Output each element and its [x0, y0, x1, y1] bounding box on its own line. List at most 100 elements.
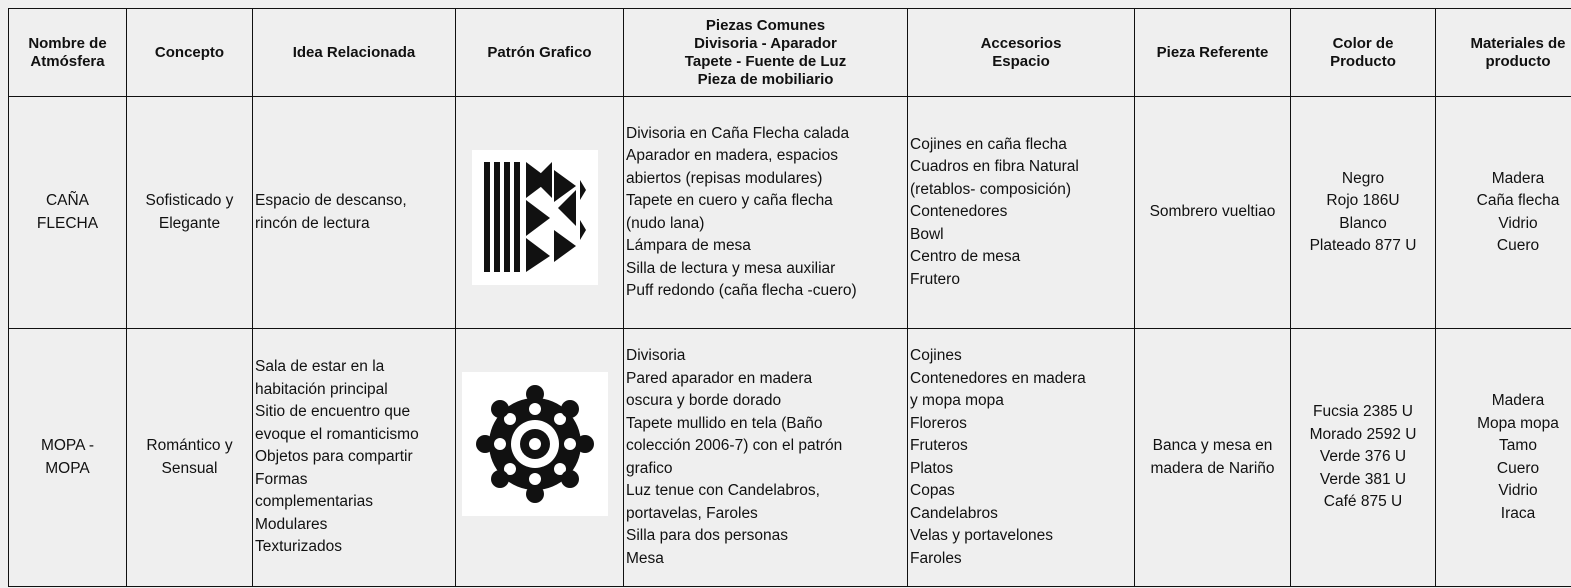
cell-text: Verde 381 U [1319, 470, 1407, 488]
table-cell: Madera Caña flecha Vidrio Cuero [1435, 96, 1571, 329]
cell-text: colección 2006-7) con el patrón [626, 437, 843, 454]
cell-text: Romántico y [146, 437, 233, 454]
table-cell: Patrón Grafico [455, 8, 624, 97]
table-cell: Sala de estar en la habitación principal S… [252, 328, 456, 587]
cell-text: Cojines [910, 347, 962, 364]
cell-text: Lámpara de mesa [626, 237, 751, 254]
cell-text: Bowl [910, 225, 944, 243]
table-cell: Idea Relacionada [252, 8, 456, 97]
cell-text: Objetos para compartir [255, 448, 413, 466]
cell-text: Vidrio [1498, 214, 1538, 232]
table-cell: Divisoria en Caña Flecha calada Aparador … [623, 96, 908, 329]
cell-text: Sensual [161, 459, 218, 477]
cell-text: Faroles [910, 549, 962, 567]
table-cell: Accesorios Espacio [907, 8, 1135, 97]
cell-text: Frutero [910, 270, 960, 288]
table-cell: Divisoria Pared aparador en madera oscura … [623, 328, 908, 587]
cell-text: Cuero [1496, 459, 1540, 477]
cell-text: Contenedores en madera [910, 369, 1086, 387]
cell-text: Aparador en madera, espacios [626, 147, 838, 164]
table-cell: Sombrero vueltiao [1134, 96, 1291, 329]
cell-text: abiertos (repisas modulares) [626, 169, 823, 187]
cell-text: Verde 376 U [1319, 448, 1407, 466]
cell-text: Caña flecha [1476, 192, 1560, 209]
cell-text: Texturizados [255, 538, 343, 556]
table-cell: Espacio de descanso, rincón de lectura [252, 96, 456, 329]
cell-text: Sombrero vueltiao [1149, 203, 1276, 221]
cell-text: Copas [910, 482, 955, 499]
cell-text: MOPA - [40, 437, 95, 454]
cell-text: producto [1485, 52, 1551, 70]
cell-text: Espacio de descanso, [255, 192, 407, 209]
table-cell: Piezas Comunes Divisoria - Aparador Tapete… [623, 8, 908, 97]
cell-text: Cuero [1496, 237, 1540, 254]
cell-text: Tamo [1499, 437, 1537, 454]
cell-text: Tapete en cuero y caña flecha [626, 192, 833, 209]
cell-text: Madera [1491, 392, 1545, 409]
cell-text: Cuadros en fibra Natural [910, 158, 1079, 176]
cell-text: Atmósfera [30, 52, 105, 70]
cell-text: Pieza de mobiliario [697, 70, 834, 88]
table-cell: Pieza Referente [1134, 8, 1291, 97]
cell-text: Materiales de [1470, 34, 1566, 52]
cell-text: Fruteros [910, 437, 968, 454]
table-cell: Negro Rojo 186U Blanco Plateado 877 U [1290, 96, 1436, 329]
pattern-mopa-mopa [462, 372, 608, 516]
cell-text: Divisoria - Aparador [694, 34, 837, 52]
table-cell: CAÑA FLECHA [8, 96, 127, 329]
cell-text: CAÑA [45, 192, 90, 209]
cell-text: Sala de estar en la [255, 358, 385, 376]
table-cell: Cojines Contenedores en madera y mopa mopa… [907, 328, 1135, 587]
cell-text: Modulares [255, 515, 328, 533]
cell-text: grafico [626, 459, 673, 477]
cell-text: habitación principal [255, 380, 388, 398]
cell-text: Morado 2592 U [1309, 425, 1417, 443]
cell-text: (nudo lana) [626, 214, 705, 232]
table-cell: Cojines en caña flecha Cuadros en fibra N… [907, 96, 1135, 329]
cell-text: Tapete - Fuente de Luz [684, 52, 847, 70]
cell-text: madera de Nariño [1150, 459, 1275, 477]
cell-text: Idea Relacionada [292, 43, 416, 61]
cell-text: Formas [255, 470, 308, 488]
cell-text: rincón de lectura [255, 214, 370, 232]
cell-text: Elegante [158, 214, 221, 232]
cell-text: Divisoria en Caña Flecha calada [626, 124, 850, 142]
cell-text: Mopa mopa [1477, 414, 1559, 432]
cell-text: Pared aparador en madera [626, 369, 813, 387]
table-cell: Nombre de Atmósfera [8, 8, 127, 97]
cell-text: Blanco [1339, 214, 1387, 232]
pattern-cana-flecha [472, 150, 598, 285]
cell-text: Tapete mullido en tela (Baño [626, 414, 823, 432]
cell-text: y mopa mopa [910, 392, 1004, 409]
cell-text: Sitio de encuentro que [255, 403, 411, 421]
cell-text: Fucsia 2385 U [1313, 403, 1413, 421]
cell-text: Piezas Comunes [705, 16, 826, 34]
cell-text: Color de [1332, 34, 1394, 52]
cell-text: Iraca [1500, 504, 1536, 522]
cell-text: Mesa [626, 549, 664, 567]
cell-text: Contenedores [910, 203, 1008, 221]
cell-text: evoque el romanticismo [255, 425, 419, 443]
cell-text: Pieza Referente [1156, 43, 1269, 61]
cell-text: Platos [910, 459, 954, 477]
cell-text: Producto [1330, 52, 1396, 70]
cell-text: Vidrio [1498, 482, 1538, 499]
table-cell: MOPA - MOPA [8, 328, 127, 587]
cell-text: Floreros [910, 414, 967, 432]
cell-text: Divisoria [626, 347, 686, 364]
cell-text: portavelas, Faroles [626, 504, 758, 522]
cell-text: Madera [1491, 169, 1545, 187]
cell-text: Negro [1341, 169, 1385, 187]
table-cell: Romántico y Sensual [126, 328, 253, 587]
cell-text: Patrón Grafico [487, 43, 592, 61]
cell-text: Velas y portavelones [910, 527, 1054, 544]
cell-text: (retablos- composición) [910, 180, 1072, 198]
cell-text: Concepto [154, 43, 225, 61]
cell-text: FLECHA [36, 214, 99, 232]
cell-text: Silla para dos personas [626, 527, 788, 544]
table-cell: Materiales de producto [1435, 8, 1571, 97]
cell-text: Plateado 877 U [1309, 237, 1417, 254]
cell-text: Cojines en caña flecha [910, 135, 1067, 153]
